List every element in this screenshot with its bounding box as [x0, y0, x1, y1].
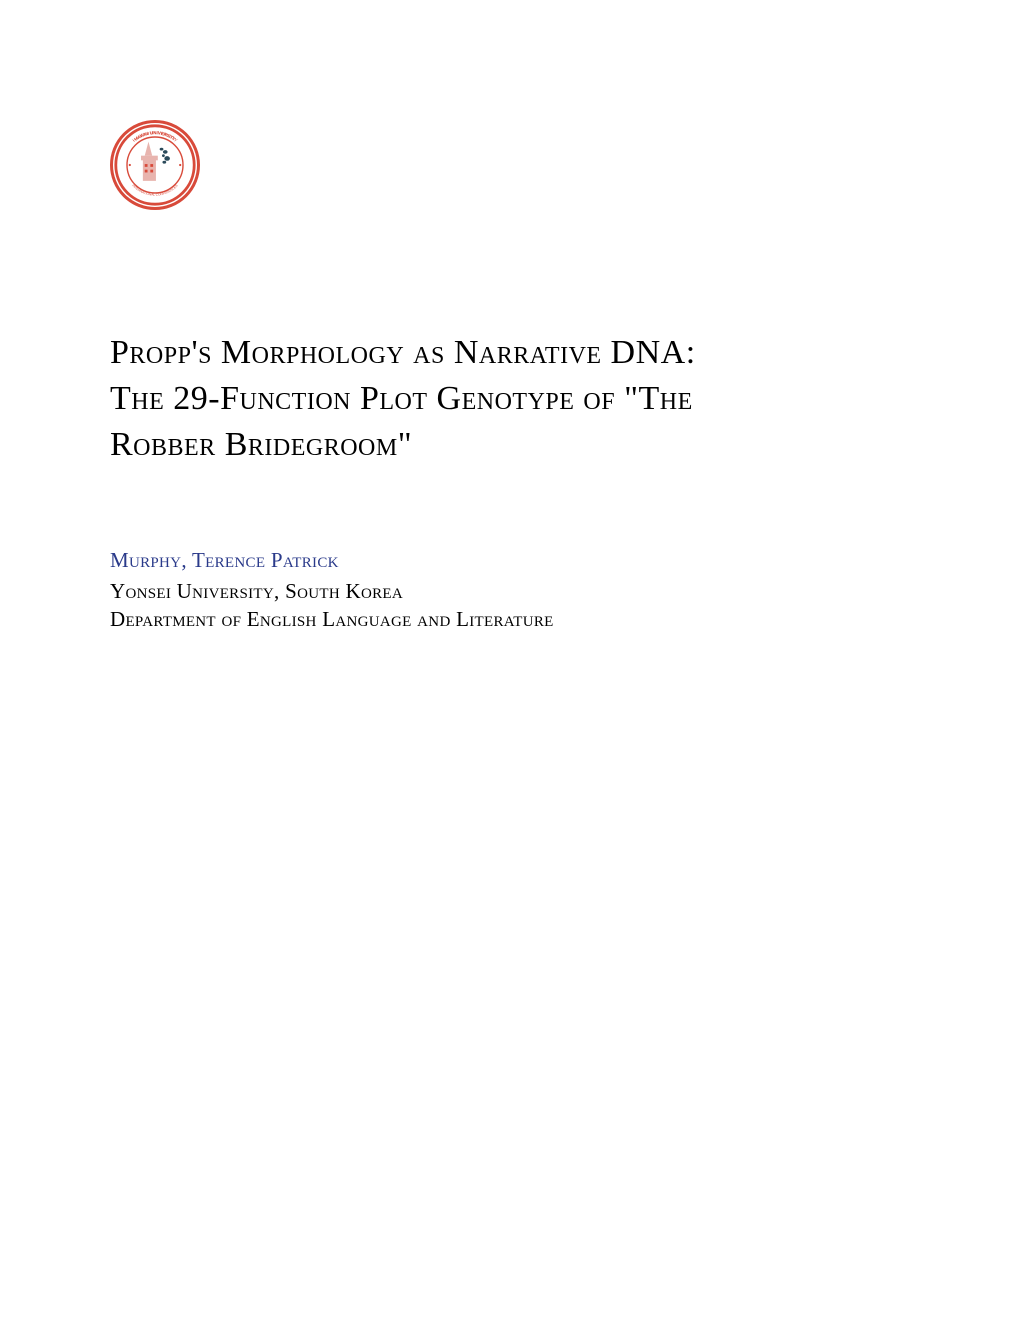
title-line-2: The 29-Function Plot Genotype of "The: [110, 376, 910, 422]
affiliation-line-1: Yonsei University, South Korea: [110, 577, 910, 605]
affiliation-line-2: Department of English Language and Liter…: [110, 605, 910, 633]
title-line-1: Propp's Morphology as Narrative DNA:: [110, 330, 910, 376]
title-block: Propp's Morphology as Narrative DNA: The…: [110, 330, 910, 468]
author-name: Murphy, Terence Patrick: [110, 548, 910, 573]
conference-logo: HAWAII UNIVERSITY HAWAII UNIVERSITY INTE…: [110, 120, 200, 210]
author-block: Murphy, Terence Patrick Yonsei Universit…: [110, 548, 910, 634]
title-line-3: Robber Bridegroom": [110, 422, 910, 468]
logo-container: HAWAII UNIVERSITY HAWAII UNIVERSITY INTE…: [110, 120, 910, 210]
svg-text:INTERNATIONAL CONFERENCES: INTERNATIONAL CONFERENCES: [131, 183, 179, 197]
logo-svg: HAWAII UNIVERSITY HAWAII UNIVERSITY INTE…: [113, 120, 197, 210]
